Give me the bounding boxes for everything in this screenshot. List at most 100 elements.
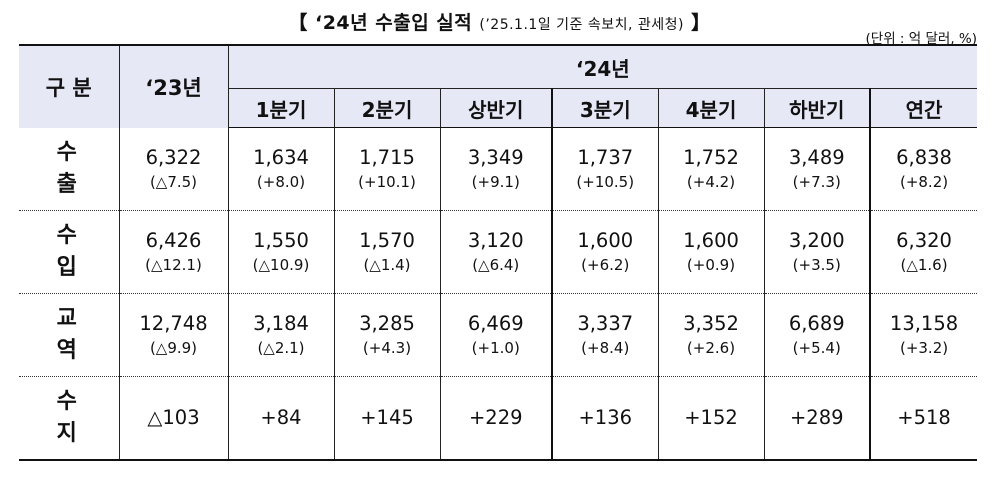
table-cell: 6,689 (+5.4) bbox=[763, 293, 871, 377]
header-period: 연간 bbox=[868, 88, 978, 128]
table-cell: 3,285 (+4.3) bbox=[333, 293, 441, 377]
cell-value: 1,752 bbox=[683, 145, 739, 169]
cell-change: (+6.2) bbox=[581, 256, 630, 275]
cell-change: (+4.2) bbox=[686, 173, 736, 192]
cell-value: 3,349 bbox=[467, 145, 524, 169]
header-period: 상반기 bbox=[439, 88, 553, 128]
cell-change: (+5.4) bbox=[792, 339, 841, 358]
table-cell: 3,349 (+9.1) bbox=[439, 127, 553, 211]
table-cell: 12,748 (△9.9) bbox=[118, 293, 229, 377]
header-year: ‘24년 bbox=[227, 44, 978, 89]
row-label: 수 입 bbox=[19, 210, 120, 294]
cell-change: (△9.9) bbox=[149, 339, 198, 358]
table-cell: +84 bbox=[227, 376, 335, 461]
title-close: 】 bbox=[684, 12, 711, 34]
table-cell: 3,120 (△6.4) bbox=[439, 210, 553, 294]
table-cell: 6,322 (△7.5) bbox=[118, 127, 229, 211]
table-cell: +136 bbox=[551, 376, 659, 461]
cell-change: (△12.1) bbox=[145, 256, 202, 275]
table-row: 수 입 6,426 (△12.1) 1,550 (△10.9) 1,570 (△1.4) 3,… bbox=[19, 210, 978, 294]
table-cell: 1,634 (+8.0) bbox=[227, 127, 335, 211]
cell-change: (△1.4) bbox=[363, 256, 411, 275]
header-gubun: 구 분 bbox=[19, 44, 120, 128]
cell-value: 6,838 bbox=[896, 145, 952, 169]
header-period: 하반기 bbox=[763, 88, 871, 128]
table-cell: +518 bbox=[868, 376, 978, 461]
cell-change: (+3.5) bbox=[792, 256, 841, 275]
cell-value: 1,550 bbox=[253, 228, 309, 252]
cell-value: 3,184 bbox=[253, 311, 309, 335]
table-body: 수 출 6,322 (△7.5) 1,634 (+8.0) 1,715 (+10.1) 3,3… bbox=[19, 127, 978, 461]
cell-value: +289 bbox=[789, 405, 844, 429]
header-prev-year: ‘23년 bbox=[118, 44, 229, 128]
cell-value: 6,426 bbox=[145, 228, 202, 252]
cell-value: 6,322 bbox=[145, 145, 202, 169]
cell-value: 1,634 bbox=[253, 145, 309, 169]
table-cell: +152 bbox=[657, 376, 765, 461]
table-cell: 3,200 (+3.5) bbox=[763, 210, 871, 294]
cell-value: 12,748 bbox=[139, 311, 208, 335]
table-cell: 1,570 (△1.4) bbox=[333, 210, 441, 294]
table-cell: 3,352 (+2.6) bbox=[657, 293, 765, 377]
cell-value: 3,337 bbox=[577, 311, 634, 335]
table-cell: 1,737 (+10.5) bbox=[551, 127, 659, 211]
cell-value: 6,320 bbox=[896, 228, 952, 252]
cell-value: 1,600 bbox=[577, 228, 634, 252]
table-row: 교 역 12,748 (△9.9) 3,184 (△2.1) 3,285 (+4.3) 6,4… bbox=[19, 293, 978, 377]
table-cell: △103 bbox=[118, 376, 229, 461]
cell-value: +84 bbox=[260, 405, 302, 429]
cell-value: +152 bbox=[684, 405, 738, 429]
cell-change: (+3.2) bbox=[899, 339, 949, 358]
cell-value: 1,600 bbox=[683, 228, 739, 252]
table-cell: +229 bbox=[439, 376, 553, 461]
header-period: 2분기 bbox=[333, 88, 441, 128]
cell-change: (+1.0) bbox=[471, 339, 520, 358]
table-row: 수 출 6,322 (△7.5) 1,634 (+8.0) 1,715 (+10.1) 3,3… bbox=[19, 127, 978, 211]
cell-value: 6,469 bbox=[467, 311, 524, 335]
cell-change: (△1.6) bbox=[900, 256, 948, 275]
cell-value: 3,285 bbox=[359, 311, 415, 335]
table-cell: +289 bbox=[763, 376, 871, 461]
table-cell: 3,489 (+7.3) bbox=[763, 127, 871, 211]
cell-change: (+8.4) bbox=[581, 339, 630, 358]
table-cell: 1,600 (+6.2) bbox=[551, 210, 659, 294]
cell-change: (+0.9) bbox=[686, 256, 736, 275]
table-row: 수 지 △103 +84 +145 +229 +136 +152 +289 +518 bbox=[19, 376, 978, 461]
cell-value: 3,120 bbox=[467, 228, 524, 252]
table-cell: 1,550 (△10.9) bbox=[227, 210, 335, 294]
title-main: 【 ‘24년 수출입 실적 bbox=[288, 12, 480, 34]
row-label: 수 출 bbox=[19, 127, 120, 211]
table-cell: 6,838 (+8.2) bbox=[868, 127, 978, 211]
cell-change: (+9.1) bbox=[471, 173, 520, 192]
cell-change: (+4.3) bbox=[362, 339, 412, 358]
cell-value: +518 bbox=[897, 405, 951, 429]
cell-change: (△2.1) bbox=[257, 339, 305, 358]
header-period: 3분기 bbox=[551, 88, 659, 128]
row-label: 수 지 bbox=[19, 376, 120, 461]
table-cell: 3,184 (△2.1) bbox=[227, 293, 335, 377]
table-cell: 6,320 (△1.6) bbox=[868, 210, 978, 294]
table-cell: 1,752 (+4.2) bbox=[657, 127, 765, 211]
cell-change: (△6.4) bbox=[472, 256, 520, 275]
table-title: 【 ‘24년 수출입 실적 (’25.1.1일 기준 속보치, 관세청) 】 bbox=[0, 8, 999, 35]
cell-value: 1,570 bbox=[359, 228, 415, 252]
trade-table: 구 분 ‘23년 ‘24년 1분기 2분기 상반기 3분기 4분기 하반기 연간 수 출 6,… bbox=[19, 44, 978, 461]
table-cell: 6,426 (△12.1) bbox=[118, 210, 229, 294]
cell-value: +145 bbox=[360, 405, 414, 429]
cell-change: (+8.0) bbox=[256, 173, 306, 192]
cell-change: (+8.2) bbox=[899, 173, 949, 192]
cell-value: 3,352 bbox=[683, 311, 739, 335]
table-cell: 6,469 (+1.0) bbox=[439, 293, 553, 377]
row-label: 교 역 bbox=[19, 293, 120, 377]
title-source: (’25.1.1일 기준 속보치, 관세청) bbox=[479, 17, 684, 33]
cell-value: +229 bbox=[468, 405, 523, 429]
cell-value: 1,737 bbox=[577, 145, 634, 169]
unit-note: (단위 : 억 달러, %) bbox=[865, 31, 977, 47]
table-cell: 3,337 (+8.4) bbox=[551, 293, 659, 377]
table-header: 구 분 ‘23년 ‘24년 1분기 2분기 상반기 3분기 4분기 하반기 연간 bbox=[19, 44, 978, 128]
cell-value: 3,489 bbox=[788, 145, 845, 169]
cell-change: (+10.1) bbox=[358, 173, 416, 192]
header-period: 4분기 bbox=[657, 88, 765, 128]
cell-change: (+7.3) bbox=[792, 173, 841, 192]
cell-value: +136 bbox=[578, 405, 633, 429]
